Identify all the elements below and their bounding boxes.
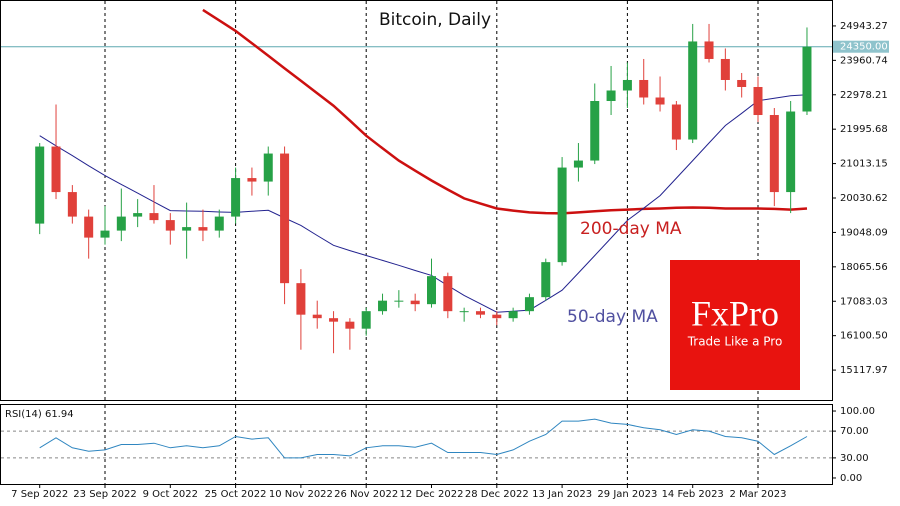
candle-body (769, 115, 779, 193)
y-tick-label: 18065.56 (840, 262, 888, 273)
candle-body (296, 283, 306, 315)
line-series (39, 418, 808, 459)
candle-body (182, 227, 192, 231)
candle-body (492, 314, 502, 319)
x-tick-label: 26 Nov 2022 (334, 489, 398, 500)
candle-body (198, 227, 208, 231)
candle-body (231, 178, 241, 217)
x-tick-label: 7 Sep 2022 (11, 489, 68, 500)
candle-body (394, 300, 404, 302)
y-tick-label: 19048.09 (840, 227, 888, 238)
candle-body (149, 213, 159, 221)
candle-body (84, 216, 94, 238)
candle-body (606, 90, 616, 102)
candle-body (541, 262, 551, 298)
candle-body (688, 41, 698, 140)
candle-body (622, 79, 632, 91)
x-tick-label: 29 Jan 2023 (597, 489, 657, 500)
last-price-box (833, 40, 889, 53)
candle-body (802, 46, 812, 112)
candle-body (263, 153, 273, 182)
candle-body (133, 213, 143, 217)
logo-title: FxPro (691, 293, 779, 333)
candle-body (737, 79, 747, 87)
candle-body (508, 311, 518, 319)
x-tick-label: 28 Dec 2022 (465, 489, 529, 500)
y-tick-label: 0.00 (840, 473, 862, 484)
candle-body (427, 276, 436, 305)
candle-body (590, 101, 600, 161)
y-tick-label: 100.00 (840, 406, 875, 417)
candle-body (345, 321, 355, 329)
y-tick-label: 17083.03 (840, 296, 888, 307)
candle-body (443, 276, 453, 312)
logo-subtitle: Trade Like a Pro (687, 335, 783, 349)
candle-body (557, 167, 567, 263)
x-tick-label: 23 Sep 2022 (73, 489, 136, 500)
candle-body (639, 79, 649, 98)
y-tick-label: 24943.27 (840, 21, 888, 32)
candle-body (655, 97, 665, 105)
candle-body (329, 318, 339, 322)
rsi-title: RSI(14) 61.94 (5, 409, 74, 420)
candle-body (671, 104, 681, 140)
candle-body (459, 311, 469, 313)
candle-body (475, 311, 485, 315)
x-tick-label: 25 Oct 2022 (205, 489, 267, 500)
logo-box (670, 260, 800, 390)
candle-body (247, 178, 257, 182)
candle-body (704, 41, 714, 59)
x-tick-label: 9 Oct 2022 (143, 489, 198, 500)
candle-body (116, 216, 126, 231)
ma200-label: 200-day MA (580, 219, 682, 239)
y-tick-label: 22978.21 (840, 90, 888, 101)
x-tick-label: 12 Dec 2022 (400, 489, 464, 500)
y-tick-label: 15117.97 (840, 365, 888, 376)
candle-body (165, 220, 175, 231)
candle-body (67, 192, 77, 217)
last-price-label: 24350.00 (840, 42, 888, 53)
candle-body (51, 146, 61, 193)
candle-body (573, 160, 583, 168)
x-tick-label: 13 Jan 2023 (532, 489, 592, 500)
candle-body (524, 297, 534, 312)
candle-body (720, 58, 730, 80)
line-series (202, 8, 808, 215)
candle-body (35, 146, 45, 224)
candle-body (361, 311, 371, 329)
line-series (39, 94, 808, 313)
chart-title: Bitcoin, Daily (379, 10, 491, 30)
y-tick-label: 16100.50 (840, 331, 888, 342)
candle-body (100, 230, 110, 238)
candle-body (214, 216, 224, 231)
ma50-label: 50-day MA (567, 307, 658, 327)
y-tick-label: 21995.68 (840, 124, 888, 135)
candle-body (410, 300, 420, 305)
y-tick-label: 20030.62 (840, 193, 888, 204)
x-tick-label: 2 Mar 2023 (729, 489, 786, 500)
y-tick-label: 70.00 (840, 426, 869, 437)
x-tick-label: 10 Nov 2022 (269, 489, 333, 500)
y-tick-label: 23960.74 (840, 55, 888, 66)
candle-body (280, 153, 290, 284)
y-tick-label: 21013.15 (840, 159, 888, 170)
candle-body (786, 111, 796, 193)
candle-body (312, 314, 322, 319)
candle-body (753, 86, 763, 116)
x-tick-label: 14 Feb 2023 (662, 489, 724, 500)
y-tick-label: 30.00 (840, 453, 869, 464)
candle-body (378, 300, 388, 312)
